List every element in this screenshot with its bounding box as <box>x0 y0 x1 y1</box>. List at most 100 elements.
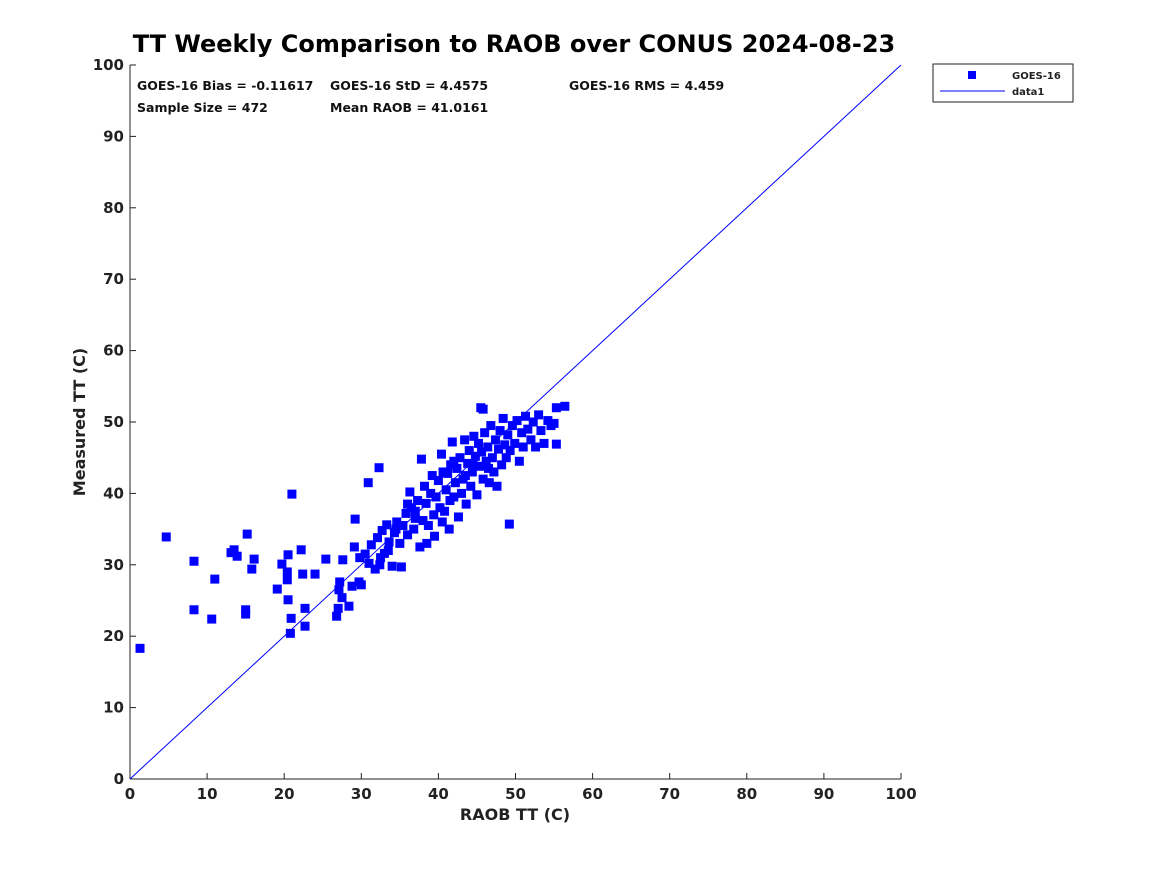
data-point <box>484 463 494 473</box>
data-point <box>492 481 502 491</box>
data-point <box>332 611 342 621</box>
legend-label-data1: data1 <box>1012 87 1044 98</box>
data-point <box>449 456 459 466</box>
data-point <box>452 463 462 473</box>
data-point <box>395 538 405 548</box>
data-point <box>498 413 508 423</box>
data-point <box>242 529 252 539</box>
data-point <box>410 506 420 516</box>
data-point <box>335 577 345 587</box>
legend-label-goes16: GOES-16 <box>1012 71 1061 82</box>
data-point <box>416 454 426 464</box>
data-point <box>420 481 430 491</box>
data-point <box>480 428 490 438</box>
data-point <box>500 440 510 450</box>
data-point <box>374 463 384 473</box>
data-point <box>282 567 292 577</box>
x-tick-label: 10 <box>197 785 218 803</box>
data-point <box>484 478 494 488</box>
data-point <box>429 510 439 520</box>
data-point <box>510 438 520 448</box>
data-point <box>349 542 359 552</box>
y-tick-label: 40 <box>103 484 124 502</box>
data-point <box>391 524 401 534</box>
legend: GOES-16 data1 <box>932 63 1074 103</box>
data-point <box>431 492 441 502</box>
data-point <box>460 435 470 445</box>
x-tick-label: 70 <box>659 785 680 803</box>
data-point <box>460 471 470 481</box>
data-point <box>445 496 455 506</box>
data-point <box>347 581 357 591</box>
data-point <box>366 540 376 550</box>
x-tick-label: 90 <box>813 785 834 803</box>
data-point <box>410 513 420 523</box>
data-point <box>355 553 365 563</box>
data-point <box>461 499 471 509</box>
stat-sample-size: Sample Size = 472 <box>137 100 268 115</box>
data-point <box>455 453 465 463</box>
data-point <box>441 485 451 495</box>
data-point <box>549 418 559 428</box>
data-point <box>321 554 331 564</box>
data-point <box>528 417 538 427</box>
data-point <box>405 487 415 497</box>
y-tick-label: 0 <box>114 770 124 788</box>
data-point <box>426 488 436 498</box>
stat-rms: GOES-16 RMS = 4.459 <box>569 78 724 93</box>
x-axis-label: RAOB TT (C) <box>460 805 570 824</box>
data-point <box>300 621 310 631</box>
data-point <box>135 643 145 653</box>
data-point <box>551 439 561 449</box>
data-point <box>463 458 473 468</box>
data-point <box>413 496 423 506</box>
data-point <box>363 478 373 488</box>
data-point <box>377 526 387 536</box>
data-point <box>409 524 419 534</box>
data-point <box>507 421 517 431</box>
data-point <box>241 609 251 619</box>
data-point <box>523 424 533 434</box>
data-point <box>478 404 488 414</box>
data-point <box>396 562 406 572</box>
y-axis-label: Measured TT (C) <box>70 348 89 496</box>
data-point <box>443 468 453 478</box>
data-point <box>466 481 476 491</box>
data-point <box>514 456 524 466</box>
data-point <box>387 561 397 571</box>
data-point <box>467 467 477 477</box>
x-tick-label: 80 <box>736 785 757 803</box>
x-tick-label: 30 <box>351 785 372 803</box>
stat-mean-raob: Mean RAOB = 41.0161 <box>330 100 488 115</box>
data-point <box>490 435 500 445</box>
data-point <box>486 421 496 431</box>
x-tick-label: 60 <box>582 785 603 803</box>
data-point <box>398 521 408 531</box>
data-point <box>161 532 171 542</box>
data-point <box>436 449 446 459</box>
data-point <box>333 603 343 613</box>
data-point <box>430 531 440 541</box>
data-point <box>382 520 392 530</box>
data-point <box>447 437 457 447</box>
data-point <box>469 431 479 441</box>
data-point <box>477 447 487 457</box>
data-point <box>494 444 504 454</box>
data-point <box>427 471 437 481</box>
data-point <box>551 403 561 413</box>
data-point <box>287 489 297 499</box>
y-tick-label: 50 <box>103 413 124 431</box>
data-point <box>403 499 413 509</box>
data-point <box>495 426 505 436</box>
data-point <box>464 446 474 456</box>
data-point <box>505 446 515 456</box>
data-point <box>504 519 514 529</box>
data-point <box>435 503 445 513</box>
data-point <box>229 545 239 555</box>
data-point <box>518 442 528 452</box>
stat-bias: GOES-16 Bias = -0.11617 <box>137 78 313 93</box>
data-point <box>247 564 257 574</box>
data-point <box>422 538 432 548</box>
x-tick-label: 40 <box>428 785 449 803</box>
data-point <box>249 554 259 564</box>
